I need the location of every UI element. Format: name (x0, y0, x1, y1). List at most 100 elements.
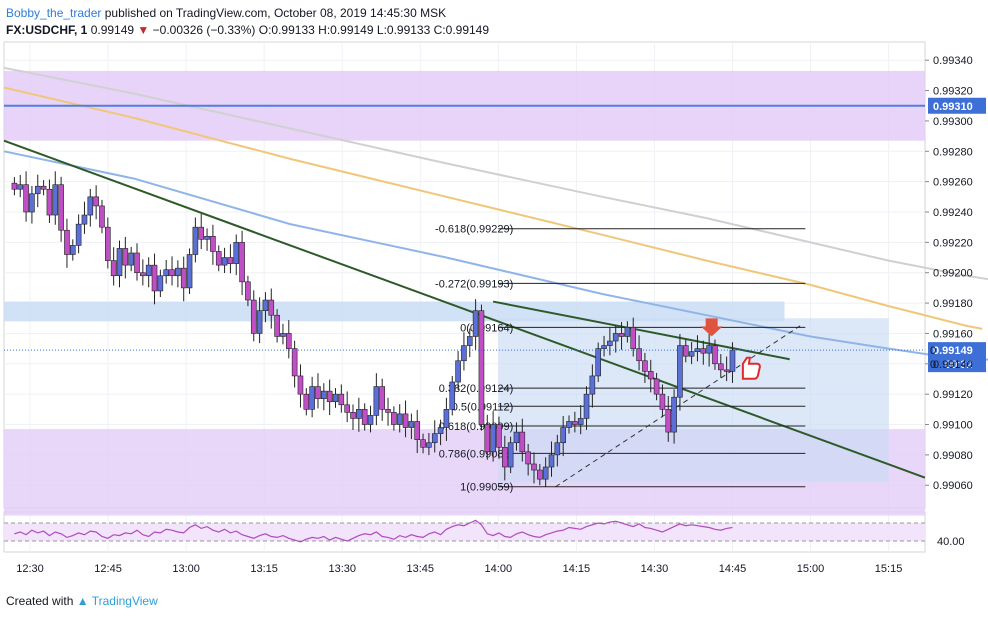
candle (122, 236, 129, 279)
chart-header: Bobby_the_trader published on TradingVie… (0, 0, 988, 40)
tradingview-logo-icon[interactable]: ▲ (76, 594, 89, 608)
candle-body (513, 431, 520, 444)
countdown-label: 00:32 (945, 359, 973, 371)
tradingview-brand[interactable]: TradingView (91, 594, 158, 608)
candle-body (531, 463, 537, 471)
candle-body (215, 251, 222, 266)
candle (461, 332, 467, 371)
publish-text: published on TradingView.com, October 08… (104, 6, 447, 20)
fib-level-label: 0(0.99164) (460, 322, 513, 334)
candle (256, 297, 263, 344)
y-tick-label: 0.99120 (933, 389, 973, 401)
candle (426, 433, 432, 456)
candle (291, 340, 298, 388)
candle-body (700, 348, 707, 354)
candle (507, 436, 514, 474)
candle-body (426, 442, 432, 448)
candle (501, 435, 508, 481)
candle-body (478, 310, 485, 425)
candle-body (122, 248, 129, 266)
candle-body (583, 393, 590, 419)
x-tick-label: 13:15 (250, 563, 278, 575)
candle (169, 256, 175, 286)
candle (490, 411, 496, 462)
y-tick-label: 0.99220 (933, 237, 973, 249)
candle (23, 171, 29, 222)
last-price-label: 0.99149 (933, 345, 973, 357)
candle-body (262, 299, 269, 311)
candle (531, 452, 537, 484)
candle-body (321, 390, 327, 400)
candle-body (280, 333, 286, 337)
y-tick-label: 0.99200 (933, 268, 973, 280)
last-price-tag (928, 342, 986, 373)
rsi-axis-label: 40.00 (937, 536, 965, 548)
candle (525, 443, 531, 476)
low-value: 0.99133 (386, 23, 431, 37)
candle-body (274, 314, 280, 337)
candle-body (665, 409, 672, 433)
y-tick-label: 0.99280 (933, 146, 973, 158)
candle (566, 415, 572, 434)
candle (105, 217, 111, 269)
ma-gray-line (3, 66, 988, 281)
candle-body (151, 264, 158, 292)
footer: Created with ▲ TradingView (6, 594, 158, 608)
x-tick-label: 12:30 (16, 563, 44, 575)
x-tick-label: 15:15 (875, 563, 903, 575)
candle (245, 275, 251, 307)
candle (297, 364, 304, 408)
candle-body (204, 235, 210, 240)
y-tick-label: 0.99140 (933, 359, 973, 371)
x-tick-label: 14:15 (563, 563, 591, 575)
candle-body (291, 348, 298, 377)
candle-body (192, 226, 199, 255)
candle (87, 188, 94, 227)
candle-body (157, 275, 164, 292)
candle (554, 434, 561, 467)
candle-body (110, 260, 117, 277)
candle-body (379, 386, 385, 410)
candle (233, 234, 240, 276)
candle-body (682, 345, 689, 357)
candle (338, 384, 345, 413)
x-tick-label: 12:45 (94, 563, 122, 575)
candle-body (542, 466, 549, 480)
candle-body (116, 248, 123, 277)
candle (548, 441, 555, 477)
candle (367, 405, 374, 433)
candle-body (268, 299, 275, 316)
candle (677, 334, 683, 411)
candle (449, 375, 456, 416)
candle (373, 373, 380, 426)
candle-body (688, 351, 695, 357)
y-tick-label: 0.99080 (933, 450, 973, 462)
close-label: C: (433, 23, 446, 37)
candle (17, 174, 24, 198)
candle (221, 247, 228, 274)
author-name[interactable]: Bobby_the_trader (6, 6, 102, 20)
candle-body (420, 439, 426, 448)
candle (659, 384, 666, 418)
candle-body (326, 390, 333, 403)
candle (52, 171, 59, 225)
candle (29, 185, 35, 224)
x-tick-label: 14:30 (641, 563, 669, 575)
y-tick-label: 0.99240 (933, 207, 973, 219)
candle-body (659, 393, 666, 410)
fib-level-label: -0.618(0.99229) (435, 224, 513, 236)
candle (268, 288, 275, 329)
candle-body (396, 413, 403, 425)
candle-body (723, 369, 730, 372)
candle-body (17, 184, 24, 190)
candle (560, 416, 566, 457)
candle (186, 248, 193, 294)
candle (402, 400, 409, 438)
candle-body (630, 327, 637, 349)
rsi-line (14, 519, 733, 543)
candle (712, 339, 718, 370)
candle-body (496, 424, 502, 448)
candle (589, 364, 596, 408)
candle-body (408, 421, 415, 428)
